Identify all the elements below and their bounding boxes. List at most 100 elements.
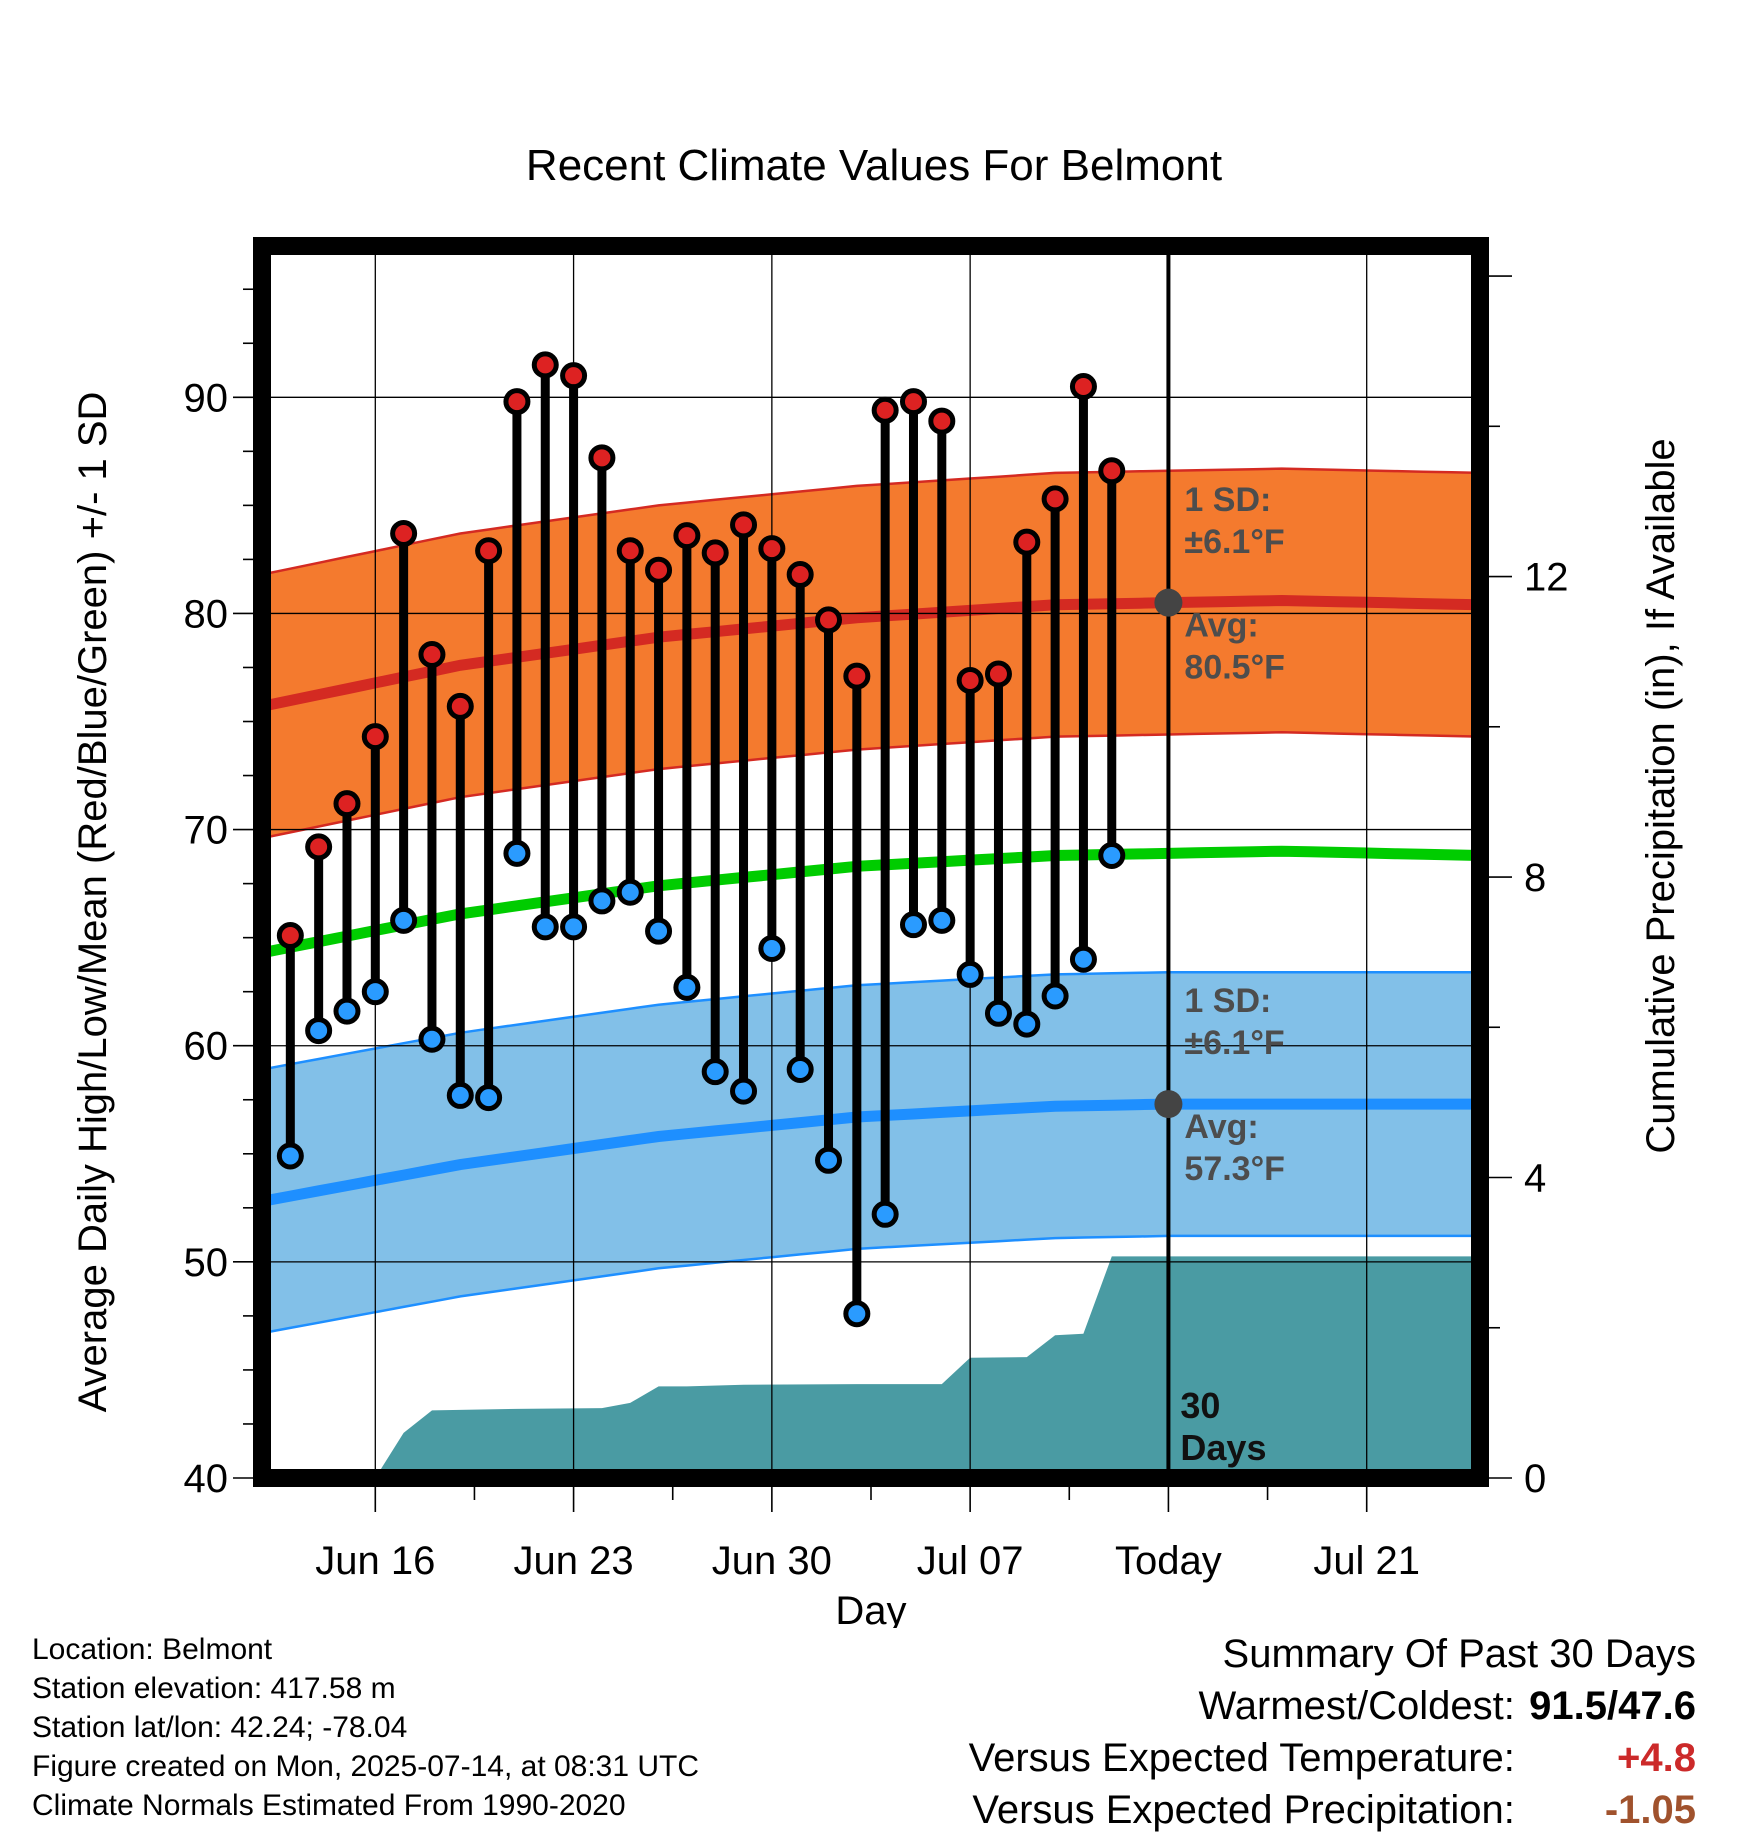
precip-label: Versus Expected Precipitation:: [972, 1788, 1515, 1832]
high-sd-band: [262, 468, 1480, 839]
high-marker: [871, 396, 899, 424]
low-marker: [1013, 1010, 1041, 1038]
y2-tick-label: 4: [1524, 1157, 1546, 1201]
high-marker: [956, 666, 984, 694]
high-marker: [1098, 457, 1126, 485]
summary-precip-row: Versus Expected Precipitation: -1.05: [969, 1784, 1696, 1836]
high-marker: [276, 921, 304, 949]
low-marker: [786, 1055, 814, 1083]
low-avg-today-dot: [1154, 1090, 1183, 1119]
low-marker: [984, 999, 1012, 1027]
high-marker: [843, 662, 871, 690]
days-label-line2: Days: [1180, 1427, 1266, 1468]
high-marker: [701, 539, 729, 567]
low-marker: [1041, 982, 1069, 1010]
low-marker: [616, 878, 644, 906]
low-marker: [956, 960, 984, 988]
low-marker: [305, 1017, 333, 1045]
high-marker: [588, 444, 616, 472]
high-avg-value: 80.5°F: [1184, 649, 1285, 687]
low-marker: [1098, 842, 1126, 870]
high-marker: [730, 511, 758, 539]
low-marker: [645, 917, 673, 945]
low-sd-band: [262, 972, 1480, 1334]
y-tick-label: 80: [184, 592, 229, 636]
high-avg-label: Avg:: [1184, 607, 1258, 645]
y-tick-label: 50: [184, 1241, 229, 1285]
high-marker: [815, 606, 843, 634]
high-marker: [1013, 528, 1041, 556]
summary-warm-cold-row: Warmest/Coldest: 91.5/47.6: [969, 1680, 1697, 1732]
days-label-line1: 30: [1180, 1385, 1220, 1426]
low-marker: [815, 1146, 843, 1174]
high-marker: [758, 535, 786, 563]
elevation-text: Station elevation: 417.58 m: [32, 1672, 396, 1705]
x-tick-label: Jun 23: [514, 1539, 634, 1583]
high-marker: [1069, 372, 1097, 400]
created-text: Figure created on Mon, 2025-07-14, at 08…: [32, 1750, 700, 1783]
low-marker: [730, 1077, 758, 1105]
high-marker: [475, 537, 503, 565]
high-marker: [418, 641, 446, 669]
low-avg-line: [262, 1098, 1480, 1207]
precip-area: [262, 1256, 1480, 1478]
low-marker: [899, 911, 927, 939]
location-text: Location: Belmont: [32, 1633, 273, 1666]
low-marker: [475, 1084, 503, 1112]
high-avg-line: [262, 594, 1480, 712]
low-sd-value: ±6.1°F: [1184, 1024, 1284, 1062]
station-info: Location: Belmont Station elevation: 417…: [32, 1630, 699, 1825]
high-marker: [1041, 485, 1069, 513]
mean-line: [262, 845, 1480, 959]
low-marker: [843, 1300, 871, 1328]
latlon-text: Station lat/lon: 42.24; -78.04: [32, 1711, 408, 1744]
low-avg-value: 57.3°F: [1184, 1150, 1285, 1188]
low-marker: [701, 1058, 729, 1086]
high-sd-lower-edge: [262, 731, 1480, 840]
x-tick-label: Jul 07: [917, 1539, 1024, 1583]
high-sd-upper-edge: [262, 467, 1480, 576]
plot-frame: [253, 237, 1489, 1487]
high-sd-label: 1 SD:: [1184, 481, 1271, 519]
low-marker: [503, 839, 531, 867]
high-marker: [616, 537, 644, 565]
low-marker: [390, 906, 418, 934]
y-tick-label: 40: [184, 1457, 229, 1501]
chart-title: Recent Climate Values For Belmont: [526, 141, 1222, 190]
x-tick-label: Jul 21: [1313, 1539, 1420, 1583]
summary-heading: Summary Of Past 30 Days: [1222, 1632, 1696, 1676]
warm-cold-label: Warmest/Coldest:: [1198, 1684, 1515, 1728]
low-marker: [758, 934, 786, 962]
x-axis-label: Day: [835, 1589, 906, 1628]
y2-tick-label: 8: [1524, 856, 1546, 900]
low-marker: [333, 997, 361, 1025]
y-tick-label: 60: [184, 1025, 229, 1069]
low-marker: [418, 1025, 446, 1053]
low-marker: [531, 913, 559, 941]
low-marker: [361, 978, 389, 1006]
y-tick-label: 70: [184, 809, 229, 853]
x-tick-label: Today: [1115, 1539, 1222, 1583]
summary-temp-row: Versus Expected Temperature: +4.8: [969, 1732, 1696, 1784]
high-sd-value: ±6.1°F: [1184, 523, 1284, 561]
normals-text: Climate Normals Estimated From 1990-2020: [32, 1789, 626, 1822]
low-sd-label: 1 SD:: [1184, 982, 1271, 1020]
low-marker: [871, 1200, 899, 1228]
low-marker: [928, 906, 956, 934]
x-tick-label: Jun 16: [315, 1539, 435, 1583]
high-marker: [503, 388, 531, 416]
summary-panel: Summary Of Past 30 Days Warmest/Coldest:…: [969, 1628, 1696, 1836]
high-marker: [305, 833, 333, 861]
y2-tick-label: 12: [1524, 556, 1569, 600]
low-sd-lower-edge: [262, 1234, 1480, 1335]
high-marker: [333, 790, 361, 818]
y2-axis-label: Cumulative Precipitation (in), If Availa…: [1639, 438, 1683, 1153]
x-tick-label: Jun 30: [712, 1539, 832, 1583]
high-marker: [531, 351, 559, 379]
high-marker: [786, 561, 814, 589]
low-marker: [673, 973, 701, 1001]
high-marker: [673, 522, 701, 550]
warm-cold-value: 91.5/47.6: [1529, 1684, 1696, 1728]
high-marker: [984, 660, 1012, 688]
low-sd-upper-edge: [262, 970, 1480, 1071]
